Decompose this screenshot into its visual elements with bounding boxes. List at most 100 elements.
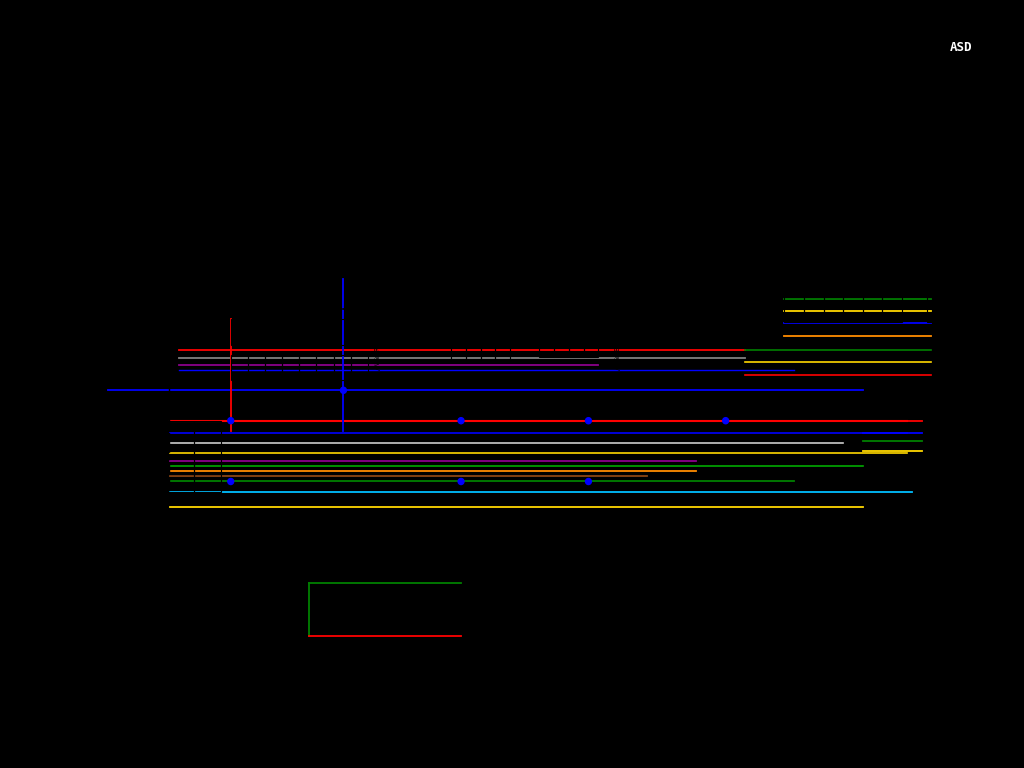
Text: 24: 24 xyxy=(221,117,230,126)
Text: + - C: + - C xyxy=(324,147,347,157)
Bar xyxy=(316,319,334,345)
Circle shape xyxy=(458,478,464,485)
Text: 39: 39 xyxy=(958,68,973,81)
Text: Feu Code: Feu Code xyxy=(38,468,88,478)
Text: 15: 15 xyxy=(660,193,674,203)
Text: Regul.: Regul. xyxy=(294,603,334,613)
Bar xyxy=(466,335,480,360)
Text: FUS. 7,5 A: FUS. 7,5 A xyxy=(361,571,408,581)
Text: 32: 32 xyxy=(814,343,827,353)
Bar xyxy=(921,502,936,527)
Text: av: av xyxy=(708,617,720,627)
Text: Demarrage: Demarrage xyxy=(538,541,594,551)
Bar xyxy=(334,519,353,535)
Text: 23: 23 xyxy=(232,117,243,126)
Text: Ce...: Ce... xyxy=(970,733,996,742)
Bar xyxy=(540,332,554,357)
Bar xyxy=(843,167,872,204)
Bar xyxy=(904,502,921,527)
Bar xyxy=(927,0,1000,71)
Bar xyxy=(556,230,577,247)
Text: = Rouge: = Rouge xyxy=(74,710,118,720)
Text: Bl/N: Bl/N xyxy=(375,360,381,378)
Bar xyxy=(784,297,804,323)
Bar xyxy=(696,564,724,600)
Bar xyxy=(944,297,961,323)
Bar xyxy=(569,332,584,357)
Bar xyxy=(554,286,569,311)
Text: 19: 19 xyxy=(328,116,340,126)
Bar xyxy=(179,352,195,364)
Text: B/Y: B/Y xyxy=(614,339,621,351)
Text: V: V xyxy=(40,725,65,735)
Bar xyxy=(863,297,883,323)
Bar xyxy=(584,286,598,311)
Bar xyxy=(334,355,351,380)
Bar xyxy=(872,502,889,527)
Text: Relai: Relai xyxy=(550,530,582,540)
Bar xyxy=(496,289,510,314)
Text: 33: 33 xyxy=(742,281,754,291)
Text: Ar: Ar xyxy=(40,588,65,598)
Text: 2: 2 xyxy=(433,654,440,664)
Text: 36: 36 xyxy=(709,593,723,603)
Bar xyxy=(814,241,843,279)
Text: 30: 30 xyxy=(38,527,51,537)
Text: G: G xyxy=(40,649,65,659)
Bar xyxy=(784,129,814,167)
Text: ar: ar xyxy=(587,656,600,666)
Text: Klaxon: Klaxon xyxy=(410,210,445,220)
Bar xyxy=(191,86,373,310)
Text: Interrupteur: Interrupteur xyxy=(633,165,714,175)
Bar xyxy=(843,91,872,129)
Text: Frein: Frein xyxy=(698,605,729,615)
Text: 18: 18 xyxy=(195,84,208,94)
Text: 12: 12 xyxy=(946,476,959,486)
Text: 54: 54 xyxy=(913,446,921,452)
Bar xyxy=(577,247,598,263)
Text: ASD: ASD xyxy=(949,41,972,54)
Text: Bi: Bi xyxy=(40,634,65,644)
Text: |: | xyxy=(84,441,87,452)
Bar xyxy=(318,137,353,167)
Bar xyxy=(722,319,738,345)
Text: 33: 33 xyxy=(152,451,163,461)
Circle shape xyxy=(586,478,592,485)
Bar xyxy=(671,319,687,345)
Bar xyxy=(535,214,556,230)
Text: Code: Code xyxy=(410,240,433,250)
Text: 11: 11 xyxy=(96,468,110,478)
Bar xyxy=(872,129,902,167)
Bar xyxy=(642,535,667,565)
Text: Feu Position: Feu Position xyxy=(38,451,113,461)
Text: Vi: Vi xyxy=(614,377,621,386)
Bar xyxy=(556,198,577,214)
Bar xyxy=(496,335,510,360)
Text: 6: 6 xyxy=(556,520,562,530)
Text: Cligno ard: Cligno ard xyxy=(971,431,1024,441)
Text: Az: Az xyxy=(40,603,65,613)
Text: 10: 10 xyxy=(650,561,664,571)
Bar xyxy=(784,91,814,129)
Bar xyxy=(689,319,706,345)
Text: 33: 33 xyxy=(514,296,525,306)
Text: 33: 33 xyxy=(999,305,1011,315)
Circle shape xyxy=(458,418,464,424)
Text: 33: 33 xyxy=(906,305,918,315)
Text: 38: 38 xyxy=(826,66,841,79)
Bar xyxy=(814,167,843,204)
Bar xyxy=(663,218,680,233)
Bar xyxy=(283,319,299,345)
Bar xyxy=(554,332,569,357)
Text: M: M xyxy=(614,391,621,396)
Text: 58: 58 xyxy=(913,467,921,472)
Bar xyxy=(699,562,716,588)
Text: 20: 20 xyxy=(268,117,278,126)
Text: 1: 1 xyxy=(306,639,312,649)
Bar xyxy=(32,370,169,492)
Bar xyxy=(567,641,621,672)
Bar xyxy=(556,247,577,263)
Bar xyxy=(823,297,843,323)
Bar xyxy=(194,474,221,492)
Bar xyxy=(638,319,654,345)
